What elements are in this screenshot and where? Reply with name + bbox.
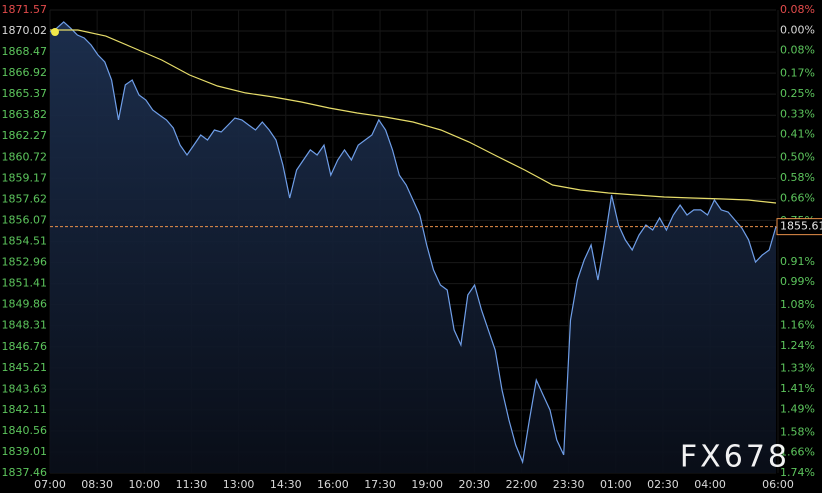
y2-tick-label: 1.74% — [780, 466, 815, 479]
x-tick-label: 01:00 — [600, 478, 632, 491]
x-tick-label: 19:00 — [411, 478, 443, 491]
y2-tick-label: 1.33% — [780, 362, 815, 375]
x-tick-label: 06:00 — [762, 478, 794, 491]
y-tick-label: 1866.92 — [2, 66, 48, 79]
y2-tick-label: 1.58% — [780, 425, 815, 438]
y-tick-label: 1857.62 — [2, 192, 48, 205]
x-tick-label: 10:00 — [128, 478, 160, 491]
y-tick-label: 1849.86 — [2, 298, 48, 311]
x-tick-label: 04:00 — [694, 478, 726, 491]
y-tick-label: 1840.56 — [2, 424, 48, 437]
y-tick-label: 1848.31 — [2, 319, 48, 332]
x-tick-label: 22:00 — [506, 478, 538, 491]
y2-tick-label: 1.49% — [780, 402, 815, 415]
y-tick-label: 1871.57 — [2, 3, 48, 16]
y-tick-label: 1852.96 — [2, 256, 48, 269]
y-tick-label: 1860.72 — [2, 150, 48, 163]
y-tick-label: 1856.07 — [2, 213, 48, 226]
y2-tick-label: 0.17% — [780, 67, 815, 80]
y-tick-label: 1846.76 — [2, 340, 48, 353]
y2-tick-label: 1.08% — [780, 298, 815, 311]
last-price-label: 1855.61 — [780, 220, 822, 233]
price-line — [49, 21, 777, 465]
y-tick-label: 1839.01 — [2, 445, 48, 458]
y-tick-label: 1868.47 — [2, 45, 48, 58]
y2-tick-label: 0.58% — [780, 171, 815, 184]
y2-tick-label: 1.66% — [780, 446, 815, 459]
y-tick-label: 1851.41 — [2, 277, 48, 290]
y2-tick-label: 0.50% — [780, 151, 815, 164]
x-tick-label: 16:00 — [317, 478, 349, 491]
y2-tick-label: 1.41% — [780, 382, 815, 395]
x-tick-label: 02:30 — [647, 478, 679, 491]
x-tick-label: 17:30 — [364, 478, 396, 491]
y-tick-label: 1845.21 — [2, 361, 48, 374]
x-tick-label: 07:00 — [34, 478, 66, 491]
last-price-box — [776, 218, 822, 236]
y-tick-label: 1865.37 — [2, 87, 48, 100]
y2-tick-label: 0.99% — [780, 275, 815, 288]
y-tick-label: 1859.17 — [2, 171, 48, 184]
y2-tick-label: 0.25% — [780, 87, 815, 100]
x-tick-label: 20:30 — [458, 478, 490, 491]
y-tick-label: 1843.63 — [2, 382, 48, 395]
y2-tick-label: 0.33% — [780, 107, 815, 120]
x-tick-label: 23:30 — [553, 478, 585, 491]
y-tick-label: 1837.46 — [2, 466, 48, 479]
y2-tick-label: 0.41% — [780, 128, 815, 141]
watermark: FX678 — [680, 440, 790, 475]
x-tick-label: 11:30 — [176, 478, 208, 491]
y-tick-label: 1863.82 — [2, 108, 48, 121]
average-line — [50, 29, 777, 204]
y-tick-label: 1854.51 — [2, 235, 48, 248]
y2-tick-label: 0.00% — [780, 23, 815, 36]
y-tick-label: 1842.11 — [2, 403, 48, 416]
start-marker — [51, 27, 59, 36]
y2-tick-label: 0.08% — [780, 44, 815, 57]
x-tick-label: 13:00 — [223, 478, 255, 491]
x-tick-label: 08:30 — [81, 478, 113, 491]
x-tick-label: 14:30 — [270, 478, 302, 491]
y-tick-label: 1870.02 — [2, 24, 48, 37]
y2-tick-label: 1.24% — [780, 339, 815, 352]
y2-tick-label: 0.66% — [780, 191, 815, 204]
y2-tick-label: 0.08% — [780, 3, 815, 16]
y2-tick-label: 1.16% — [780, 318, 815, 331]
y2-tick-label: 0.91% — [780, 255, 815, 268]
area-fill — [50, 21, 776, 474]
y-tick-label: 1862.27 — [2, 129, 48, 142]
